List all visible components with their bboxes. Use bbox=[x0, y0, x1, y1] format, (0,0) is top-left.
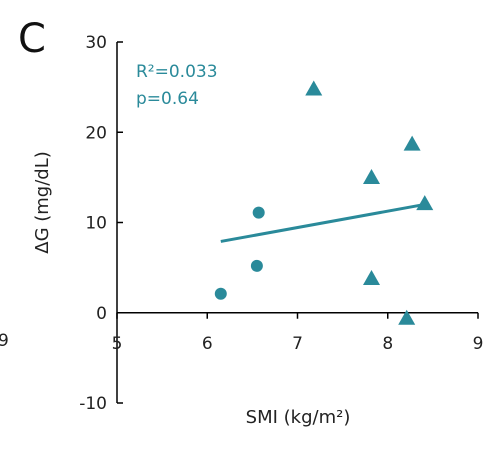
y-tick-label: 20 bbox=[85, 123, 107, 143]
y-axis-title: ΔG (mg/dL) bbox=[32, 151, 53, 254]
cropped-tick-label: 9 bbox=[0, 331, 9, 351]
r-squared-annotation: R²=0.033 bbox=[136, 62, 218, 82]
axes bbox=[116, 41, 479, 404]
circle-point bbox=[252, 206, 265, 219]
x-axis-title: SMI (kg/m²) bbox=[246, 407, 351, 428]
x-tick-label: 5 bbox=[112, 334, 123, 354]
x-tick-label: 9 bbox=[473, 334, 484, 354]
data-points bbox=[214, 80, 434, 325]
x-tick-label: 7 bbox=[292, 334, 303, 354]
triangle-point bbox=[403, 135, 421, 151]
y-tick-label: -10 bbox=[79, 394, 107, 414]
x-tick-label: 8 bbox=[382, 334, 393, 354]
triangle-point bbox=[363, 270, 381, 286]
triangle-point bbox=[398, 309, 416, 325]
circle-point bbox=[250, 259, 263, 272]
y-tick-label: 10 bbox=[85, 214, 107, 234]
trend-line bbox=[220, 202, 426, 243]
circle-point bbox=[214, 287, 227, 300]
triangle-point bbox=[363, 168, 381, 184]
panel-label: C bbox=[18, 16, 46, 62]
p-value-annotation: p=0.64 bbox=[136, 89, 199, 109]
triangle-point bbox=[416, 195, 434, 211]
y-tick-labels: 30 20 10 0 -10 bbox=[79, 33, 107, 414]
x-tick-labels: 5 6 7 8 9 bbox=[112, 334, 484, 354]
y-tick-label: 30 bbox=[85, 33, 107, 53]
triangle-point bbox=[305, 80, 323, 96]
y-tick-label: 0 bbox=[96, 304, 107, 324]
x-tick-label: 6 bbox=[202, 334, 213, 354]
